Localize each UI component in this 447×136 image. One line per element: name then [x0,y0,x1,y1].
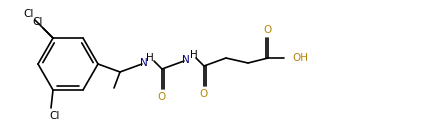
Text: H: H [146,53,154,63]
Text: Cl: Cl [50,111,60,121]
Text: O: O [264,25,272,35]
Text: Cl: Cl [33,17,43,27]
Text: O: O [200,89,208,99]
Text: O: O [158,92,166,102]
Text: N: N [140,58,148,68]
Text: N: N [182,55,190,65]
Text: H: H [190,50,198,60]
Text: Cl: Cl [24,9,34,19]
Text: OH: OH [292,53,308,63]
